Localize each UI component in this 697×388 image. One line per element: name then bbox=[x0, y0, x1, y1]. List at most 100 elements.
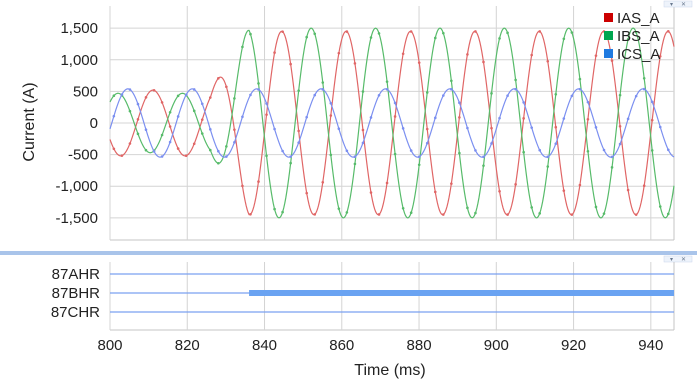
sample-marker-IAS_A bbox=[530, 53, 533, 57]
sample-marker-ICS_A bbox=[152, 150, 156, 153]
sample-marker-ICS_A bbox=[474, 149, 477, 152]
sample-marker-ICS_A bbox=[586, 100, 590, 104]
sample-marker-ICS_A bbox=[650, 100, 654, 104]
sample-marker-IAS_A bbox=[297, 129, 300, 133]
channel-label-87BHR[interactable]: 87BHR bbox=[52, 285, 101, 302]
y-tick-label: -1,000 bbox=[55, 178, 98, 195]
digital-pane-pin-icon[interactable]: ▾ bbox=[670, 257, 673, 263]
sample-marker-IAS_A bbox=[305, 191, 309, 195]
x-tick-label: 860 bbox=[329, 337, 354, 354]
sample-marker-IAS_A bbox=[241, 184, 244, 188]
pane-close-icon[interactable]: ✕ bbox=[681, 2, 686, 8]
pane-resize-grip[interactable] bbox=[663, 0, 693, 8]
sample-marker-IBS_A bbox=[642, 76, 646, 80]
sample-marker-ICS_A bbox=[538, 148, 542, 152]
sample-marker-ICS_A bbox=[120, 93, 124, 96]
sample-marker-ICS_A bbox=[466, 126, 469, 130]
sample-marker-ICS_A bbox=[184, 93, 188, 96]
sample-marker-ICS_A bbox=[482, 155, 485, 159]
legend-label-IAS_A[interactable]: IAS_A bbox=[617, 10, 660, 27]
sample-marker-IAS_A bbox=[433, 190, 437, 194]
pane-splitter[interactable] bbox=[0, 251, 697, 255]
sample-marker-IBS_A bbox=[313, 32, 317, 36]
sample-marker-IBS_A bbox=[594, 205, 598, 209]
sample-marker-IAS_A bbox=[458, 116, 461, 119]
sample-marker-IBS_A bbox=[112, 94, 116, 98]
sample-marker-IBS_A bbox=[192, 109, 196, 113]
legend-label-IBS_A[interactable]: IBS_A bbox=[617, 28, 660, 45]
channel-label-87AHR[interactable]: 87AHR bbox=[52, 266, 101, 283]
pane-window-controls[interactable]: ▾ ✕ bbox=[663, 0, 693, 8]
sample-marker-IAS_A bbox=[514, 183, 517, 186]
sample-marker-ICS_A bbox=[626, 117, 630, 121]
digital-pane-close-icon[interactable]: ✕ bbox=[681, 257, 686, 263]
sample-marker-IBS_A bbox=[417, 163, 421, 167]
sample-marker-ICS_A bbox=[160, 155, 164, 158]
sample-marker-IBS_A bbox=[225, 145, 228, 148]
sample-marker-IBS_A bbox=[634, 30, 638, 34]
sample-marker-ICS_A bbox=[208, 128, 212, 131]
sample-marker-IBS_A bbox=[361, 90, 365, 93]
sample-marker-IAS_A bbox=[450, 182, 453, 185]
sample-marker-ICS_A bbox=[144, 128, 148, 131]
sample-marker-IAS_A bbox=[618, 125, 622, 128]
legend-swatch-ICS_A bbox=[604, 49, 613, 58]
sample-marker-IAS_A bbox=[192, 142, 196, 146]
sample-marker-IAS_A bbox=[184, 154, 188, 158]
sample-marker-ICS_A bbox=[522, 101, 525, 104]
sample-marker-IAS_A bbox=[578, 183, 582, 187]
sample-marker-IBS_A bbox=[474, 211, 477, 215]
sample-marker-IAS_A bbox=[498, 190, 501, 193]
sample-marker-IBS_A bbox=[144, 148, 148, 152]
sample-marker-IAS_A bbox=[217, 77, 220, 80]
sample-marker-IBS_A bbox=[482, 164, 485, 167]
sample-marker-ICS_A bbox=[393, 101, 397, 105]
sample-marker-ICS_A bbox=[249, 93, 252, 97]
sample-marker-IAS_A bbox=[200, 118, 204, 121]
sample-marker-ICS_A bbox=[546, 155, 550, 159]
analog-pane[interactable]: 1,500 1,000 500 0 -500 -1,000 -1,500 Current (… bbox=[21, 0, 693, 241]
digital-pane-resize-grip[interactable] bbox=[663, 255, 693, 263]
x-tick-label: 920 bbox=[561, 337, 586, 354]
sample-marker-IBS_A bbox=[450, 79, 453, 83]
sample-marker-IBS_A bbox=[458, 151, 461, 155]
legend-label-ICS_A[interactable]: ICS_A bbox=[617, 46, 660, 63]
pane-pin-icon[interactable]: ▾ bbox=[670, 2, 673, 8]
sample-marker-IBS_A bbox=[249, 32, 252, 36]
y-tick-label: 500 bbox=[73, 83, 98, 100]
sample-marker-IBS_A bbox=[337, 207, 341, 210]
sample-marker-IAS_A bbox=[289, 62, 292, 66]
sample-marker-IAS_A bbox=[321, 180, 325, 184]
sample-marker-ICS_A bbox=[570, 94, 574, 98]
sample-marker-IBS_A bbox=[562, 37, 566, 41]
sample-marker-IBS_A bbox=[442, 31, 445, 35]
sample-marker-ICS_A bbox=[225, 155, 228, 158]
sample-marker-IAS_A bbox=[208, 96, 212, 99]
sample-marker-IAS_A bbox=[369, 191, 373, 194]
sample-marker-IBS_A bbox=[257, 82, 260, 85]
channel-label-87CHR[interactable]: 87CHR bbox=[51, 304, 100, 321]
sample-marker-IAS_A bbox=[168, 125, 172, 128]
sample-marker-ICS_A bbox=[578, 87, 582, 91]
sample-marker-IAS_A bbox=[120, 154, 124, 157]
y-tick-label: 1,000 bbox=[60, 52, 98, 69]
digital-pane[interactable]: ▾ ✕ 87AHR 87BHR 87CHR 800 820 840 860 880 900 92… bbox=[51, 255, 693, 379]
sample-marker-IBS_A bbox=[506, 31, 509, 35]
sample-marker-ICS_A bbox=[498, 116, 501, 120]
sample-marker-ICS_A bbox=[458, 101, 461, 104]
sample-marker-ICS_A bbox=[321, 88, 325, 91]
sample-marker-ICS_A bbox=[562, 117, 566, 120]
sample-marker-IBS_A bbox=[658, 205, 662, 208]
sample-marker-IAS_A bbox=[562, 189, 566, 192]
sample-marker-IAS_A bbox=[425, 127, 429, 131]
sample-marker-IBS_A bbox=[538, 212, 542, 215]
sample-marker-ICS_A bbox=[200, 102, 204, 106]
y-tick-label: 0 bbox=[90, 115, 98, 132]
y-axis-title: Current (A) bbox=[21, 82, 38, 161]
sample-marker-ICS_A bbox=[241, 115, 244, 119]
digital-pane-window-controls[interactable]: ▾ ✕ bbox=[663, 255, 693, 263]
sample-marker-IAS_A bbox=[176, 147, 180, 150]
sample-marker-ICS_A bbox=[257, 88, 260, 91]
